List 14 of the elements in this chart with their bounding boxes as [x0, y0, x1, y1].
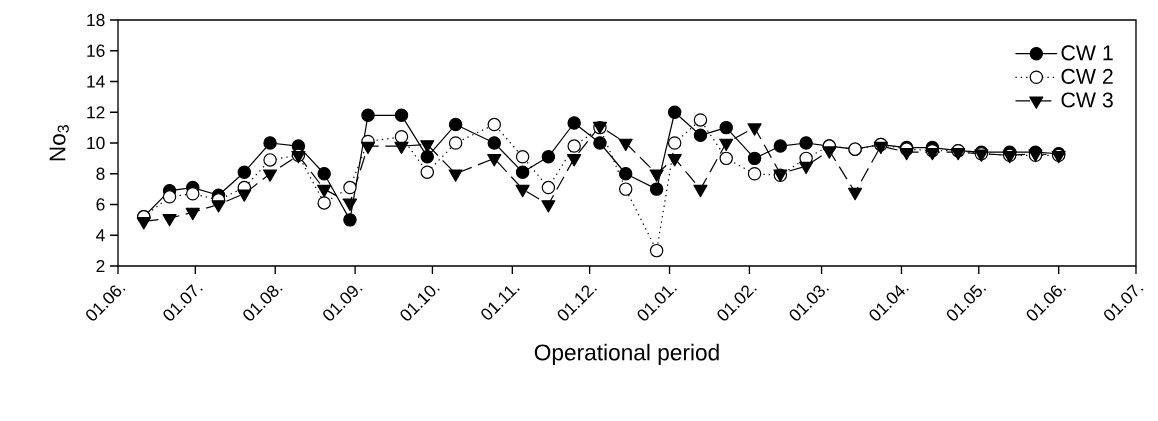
y-axis-title: No$_{3}$	[49, 125, 69, 161]
legend-label: CW 1	[1061, 45, 1113, 61]
y-tick-label: 2	[96, 259, 105, 273]
legend-label: CW 3	[1061, 92, 1113, 108]
x-axis-title: Operational period	[534, 343, 719, 365]
y-tick-label: 18	[87, 13, 105, 27]
y-tick-label: 8	[96, 167, 105, 180]
y-tick-label: 14	[87, 75, 105, 88]
y-tick-label: 6	[96, 198, 105, 211]
y-tick-label: 12	[87, 106, 105, 119]
y-tick-label: 16	[87, 44, 105, 57]
y-tick-label: 10	[87, 136, 105, 150]
y-tick-label: 4	[96, 229, 105, 242]
legend-label: CW 2	[1061, 68, 1113, 84]
